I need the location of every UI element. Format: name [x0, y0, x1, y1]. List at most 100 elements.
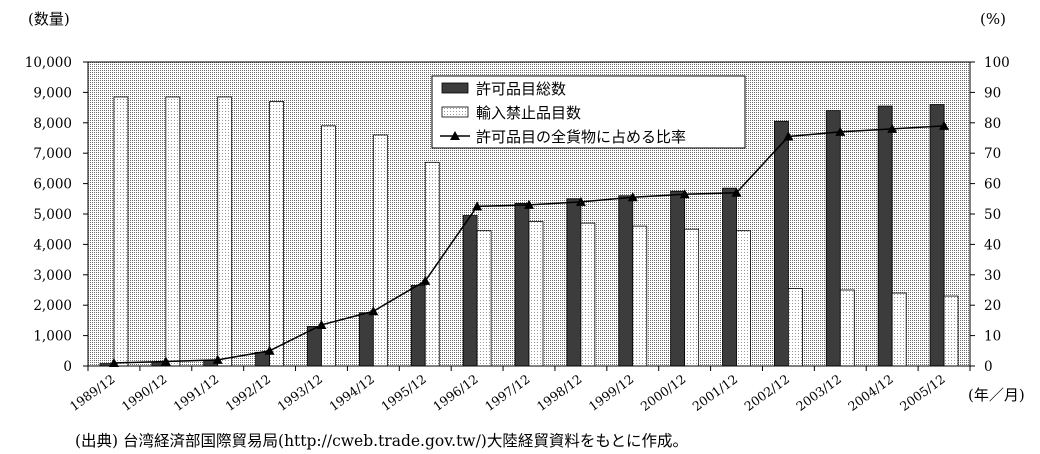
- bar-permitted-total-1997/12: [514, 202, 530, 367]
- bar-import-banned-2000/12: [684, 228, 700, 367]
- legend-swatch-permitted-total: [441, 82, 469, 94]
- ratio-marker-1991/12: [212, 354, 223, 364]
- ratio-marker-1993/12: [316, 319, 327, 329]
- ratio-marker-1996/12: [472, 201, 483, 211]
- ratio-marker-2004/12: [887, 123, 898, 133]
- y-tick-label: 4,000: [33, 237, 72, 253]
- y2-tick-label: 70: [984, 146, 1001, 162]
- x-tick-label: 2000/12: [638, 371, 689, 414]
- legend-label-import-banned: 輸入禁止品目数: [476, 104, 581, 122]
- y-axis-label: (数量): [28, 10, 70, 28]
- bar-permitted-total-1996/12: [462, 215, 478, 367]
- bar-import-banned-1997/12: [528, 221, 544, 367]
- x-tick-label: 1989/12: [67, 371, 118, 414]
- x-tick-label: 2004/12: [845, 371, 896, 414]
- y2-tick-label: 40: [984, 237, 1001, 253]
- x-tick-label: 1998/12: [534, 371, 585, 414]
- ratio-marker-1995/12: [420, 275, 431, 285]
- x-tick-label: 1991/12: [171, 371, 222, 414]
- y-tick-label: 10,000: [25, 55, 72, 71]
- ratio-marker-1997/12: [524, 199, 534, 209]
- y-tick-label: 6,000: [33, 177, 72, 193]
- bar-permitted-total-1998/12: [566, 198, 582, 367]
- bar-import-banned-2004/12: [891, 292, 907, 367]
- legend-label-ratio: 許可品目の全貨物に占める比率: [476, 128, 686, 146]
- legend-label-permitted-total: 許可品目総数: [476, 80, 566, 98]
- x-tick-label: 2002/12: [741, 371, 792, 414]
- bar-import-banned-1990/12: [165, 96, 181, 367]
- legend-swatch-import-banned: [441, 106, 469, 118]
- bar-permitted-total-2003/12: [825, 110, 841, 367]
- y-tick-label: 0: [63, 359, 72, 375]
- ratio-marker-2002/12: [783, 131, 794, 141]
- legend: 許可品目総数 輸入禁止品目数 許可品目の全貨物に占める比率: [431, 75, 746, 149]
- ratio-marker-2001/12: [731, 187, 742, 197]
- ratio-marker-1992/12: [264, 345, 275, 355]
- x-tick-label: 2001/12: [689, 371, 740, 414]
- bar-permitted-total-2001/12: [722, 187, 737, 367]
- y-tick-label: 8,000: [33, 116, 72, 132]
- ratio-marker-1999/12: [627, 192, 638, 202]
- y2-tick-label: 50: [984, 207, 1001, 223]
- x-tick-label: 1990/12: [119, 371, 170, 414]
- bar-import-banned-1993/12: [321, 125, 336, 367]
- y2-tick-label: 100: [984, 55, 1010, 71]
- y2-tick-labels: 0 10 20 30 40 50 60 70 80 90 100: [984, 55, 1010, 375]
- x-tick-label: 1996/12: [430, 371, 481, 414]
- y2-tick-label: 30: [984, 268, 1001, 284]
- ratio-marker-1994/12: [368, 306, 379, 316]
- x-tick-label: 1993/12: [274, 371, 325, 414]
- y-tick-label: 3,000: [33, 268, 72, 284]
- x-tick-label: 1995/12: [378, 371, 429, 414]
- bar-permitted-total-2002/12: [774, 120, 789, 367]
- bar-import-banned-1991/12: [217, 96, 233, 367]
- ratio-marker-1990/12: [160, 356, 171, 366]
- bar-import-banned-1994/12: [372, 134, 388, 367]
- y-tick-label: 1,000: [33, 329, 72, 345]
- y2-tick-label: 60: [984, 177, 1001, 193]
- axis-ticks: [83, 61, 975, 371]
- y2-tick-label: 10: [984, 329, 1001, 345]
- bar-permitted-total-1994/12: [358, 312, 374, 367]
- ratio-marker-2005/12: [939, 120, 950, 130]
- bar-import-banned-2003/12: [839, 289, 855, 367]
- bar-import-banned-2005/12: [943, 295, 959, 367]
- y-tick-label: 5,000: [33, 207, 72, 223]
- ratio-marker-2003/12: [835, 126, 846, 136]
- bar-permitted-total-1995/12: [410, 285, 426, 367]
- bar-import-banned-2001/12: [736, 230, 751, 367]
- bar-permitted-total-2005/12: [929, 104, 945, 367]
- y2-tick-label: 20: [984, 298, 1001, 314]
- y-tick-labels: 0 1,000 2,000 3,000 4,000 5,000 6,000 7,000 8,00…: [25, 55, 72, 375]
- legend-box: [431, 75, 746, 149]
- source-note: (出典) 台湾経済部国際貿易局(http://cweb.trade.gov.tw…: [75, 432, 688, 450]
- x-tick-label: 1994/12: [326, 371, 377, 414]
- x-tick-label: 1997/12: [482, 371, 533, 414]
- y-tick-label: 2,000: [33, 298, 72, 314]
- ratio-marker-2000/12: [679, 189, 690, 199]
- bar-import-banned-1996/12: [476, 230, 492, 367]
- y2-tick-label: 90: [984, 85, 1001, 101]
- bar-permitted-total-1993/12: [307, 326, 322, 367]
- bar-import-banned-1999/12: [632, 225, 648, 367]
- bar-permitted-total-1999/12: [618, 195, 634, 367]
- bar-permitted-total-2004/12: [877, 105, 893, 367]
- bar-import-banned-2002/12: [788, 288, 803, 367]
- x-tick-label: 1992/12: [223, 371, 274, 414]
- ratio-marker-1998/12: [575, 196, 586, 206]
- y-tick-label: 9,000: [33, 85, 72, 101]
- legend-marker-ratio: [450, 131, 460, 140]
- y2-tick-label: 0: [984, 359, 993, 375]
- x-tick-label: 2003/12: [793, 371, 844, 414]
- y2-axis-label: (%): [980, 10, 1006, 28]
- bar-import-banned-1989/12: [113, 96, 129, 367]
- ratio-marker-1989/12: [108, 357, 119, 367]
- x-axis-label: (年／月): [968, 386, 1025, 404]
- line-layer: [108, 120, 950, 367]
- y-tick-label: 7,000: [33, 146, 72, 162]
- x-tick-label: 2005/12: [897, 371, 948, 414]
- x-tick-labels: 1989/12 1990/12 1991/12 1992/12 1993/12 1994/…: [67, 371, 948, 414]
- y2-tick-label: 80: [984, 116, 1001, 132]
